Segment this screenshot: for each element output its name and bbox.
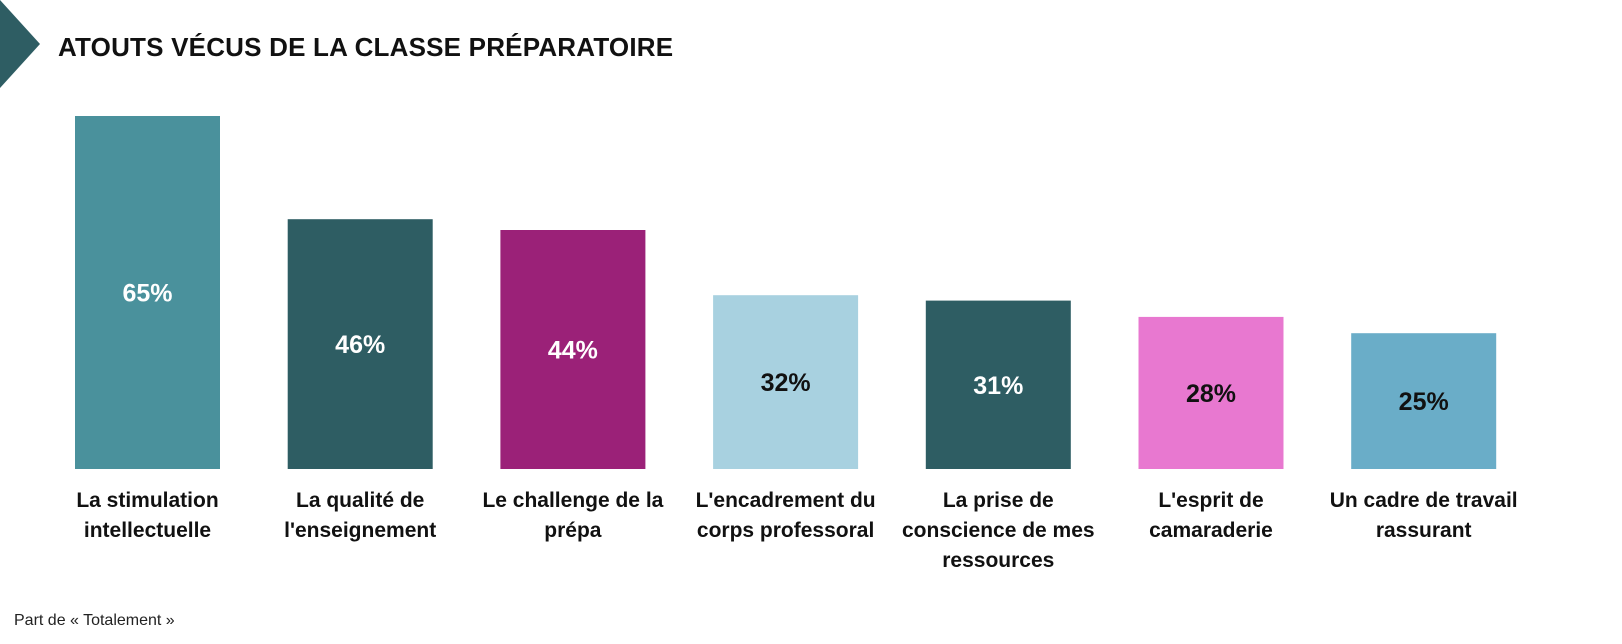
category-label-line: ressources bbox=[942, 549, 1055, 572]
category-label-line: La stimulation bbox=[76, 489, 219, 512]
category-label-1: La stimulation intellectuelle bbox=[38, 486, 258, 546]
bar-2 bbox=[287, 219, 433, 469]
category-label-line: L'esprit de bbox=[1158, 489, 1264, 512]
bar-5 bbox=[925, 300, 1071, 469]
bar-4 bbox=[713, 295, 859, 469]
bar-value-label-3: 44% bbox=[548, 337, 598, 365]
bar-6 bbox=[1138, 316, 1284, 469]
category-label-line: l'enseignement bbox=[284, 519, 437, 542]
category-label-line: camaraderie bbox=[1149, 519, 1273, 542]
bar-value-label-1: 65% bbox=[122, 280, 172, 308]
bar-value-label-2: 46% bbox=[335, 331, 385, 359]
bar-value-label-6: 28% bbox=[1186, 380, 1236, 408]
category-label-4: L'encadrement du corps professoral bbox=[676, 486, 896, 546]
category-label-line: Un cadre de travail bbox=[1329, 489, 1518, 512]
category-label-line: Le challenge de la bbox=[482, 489, 664, 512]
category-label-line: prépa bbox=[544, 519, 602, 542]
bar-value-label-7: 25% bbox=[1399, 388, 1449, 416]
category-label-line: corps professoral bbox=[696, 519, 875, 542]
category-label-line: intellectuelle bbox=[83, 519, 212, 542]
bar-value-label-5: 31% bbox=[973, 372, 1023, 400]
bar-chart: 65% 46% 44% 32% 31% 28% 25% bbox=[75, 116, 1497, 469]
category-label-7: Un cadre de travail rassurant bbox=[1314, 486, 1534, 546]
category-label-6: L'esprit de camaraderie bbox=[1101, 486, 1321, 546]
chevron-marker-icon bbox=[0, 0, 40, 88]
bar-7 bbox=[1351, 333, 1497, 469]
category-label-5: La prise de conscience de mes ressources bbox=[888, 486, 1108, 576]
category-label-line: La prise de bbox=[942, 489, 1054, 512]
bar-value-label-4: 32% bbox=[761, 369, 811, 397]
bar-1 bbox=[75, 116, 220, 469]
category-label-line: rassurant bbox=[1375, 519, 1472, 542]
category-label-line: L'encadrement du bbox=[695, 489, 876, 512]
chart-title: ATOUTS VÉCUS DE LA CLASSE PRÉPARATOIRE bbox=[58, 32, 674, 62]
category-label-3: Le challenge de la prépa bbox=[463, 486, 683, 546]
category-label-2: La qualité de l'enseignement bbox=[250, 486, 470, 546]
category-label-line: La qualité de bbox=[296, 489, 425, 512]
category-label-line: conscience de mes bbox=[901, 519, 1095, 542]
bar-3 bbox=[500, 230, 646, 469]
footnote: Part de « Totalement » bbox=[14, 612, 175, 629]
